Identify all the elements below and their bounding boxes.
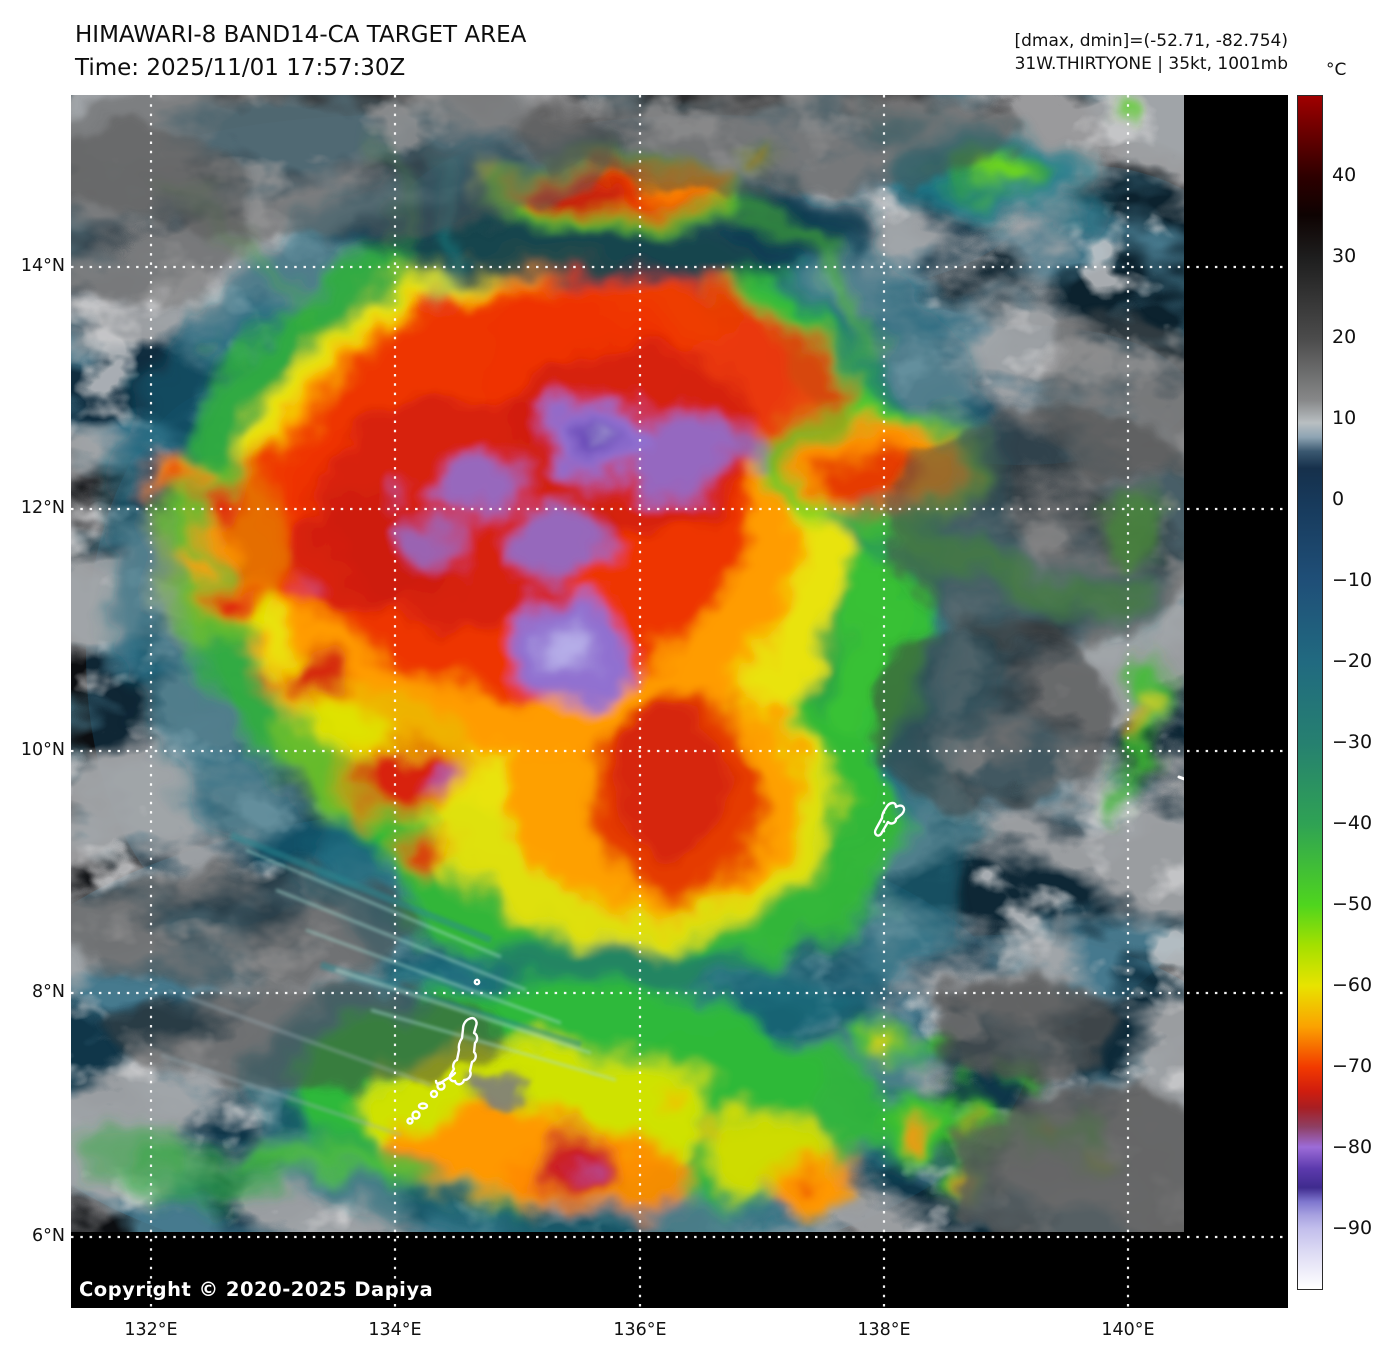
x-tick-134e: 134°E xyxy=(368,1320,422,1340)
cb-tick-40: 40 xyxy=(1332,164,1357,186)
grid-overlay xyxy=(71,95,1288,1308)
cb-tick-m80: −80 xyxy=(1332,1136,1373,1158)
scene-stats: [dmax, dmin]=(-52.71, -82.754) 31W.THIRT… xyxy=(1015,30,1289,76)
storm-system xyxy=(81,102,1171,1232)
cb-tick-m70: −70 xyxy=(1332,1055,1373,1077)
page-title: HIMAWARI-8 BAND14-CA TARGET AREA xyxy=(75,22,527,48)
cb-tick-m50: −50 xyxy=(1332,893,1373,915)
cb-tick-20: 20 xyxy=(1332,326,1357,348)
colorbar-unit-label: °C xyxy=(1326,60,1347,80)
cb-tick-10: 10 xyxy=(1332,407,1357,429)
colorbar-gradient xyxy=(1297,95,1323,1290)
y-tick-12n: 12°N xyxy=(20,498,65,518)
dmax-dmin-line: [dmax, dmin]=(-52.71, -82.754) xyxy=(1014,31,1289,51)
coastline-outlines xyxy=(406,775,1184,1125)
cb-tick-m30: −30 xyxy=(1332,731,1373,753)
storm-id-line: 31W.THIRTYONE | 35kt, 1001mb xyxy=(1014,54,1288,74)
yap-island-outline xyxy=(873,801,906,837)
x-tick-136e: 136°E xyxy=(613,1320,667,1340)
y-tick-14n: 14°N xyxy=(20,256,65,276)
y-tick-10n: 10°N xyxy=(20,740,65,760)
cirrus-streaks xyxy=(160,831,617,1137)
map-frame: Copyright © 2020-2025 Dapiya xyxy=(71,95,1288,1308)
x-tick-132e: 132°E xyxy=(124,1320,178,1340)
y-tick-8n: 8°N xyxy=(32,982,65,1002)
cb-tick-m40: −40 xyxy=(1332,812,1373,834)
cb-tick-m60: −60 xyxy=(1332,974,1373,996)
gray-cloud-overlays xyxy=(71,95,1184,1232)
copyright-label: Copyright © 2020-2025 Dapiya xyxy=(79,1278,434,1301)
cb-tick-0: 0 xyxy=(1332,488,1345,510)
x-tick-140e: 140°E xyxy=(1101,1320,1155,1340)
x-tick-138e: 138°E xyxy=(857,1320,911,1340)
cb-tick-30: 30 xyxy=(1332,245,1357,267)
cb-tick-m10: −10 xyxy=(1332,569,1373,591)
cb-tick-m90: −90 xyxy=(1332,1217,1373,1239)
y-tick-6n: 6°N xyxy=(32,1226,65,1246)
palau-island-outline xyxy=(448,1016,479,1086)
time-subtitle: Time: 2025/11/01 17:57:30Z xyxy=(75,55,406,81)
satellite-image xyxy=(71,95,1288,1308)
cb-tick-m20: −20 xyxy=(1332,650,1373,672)
